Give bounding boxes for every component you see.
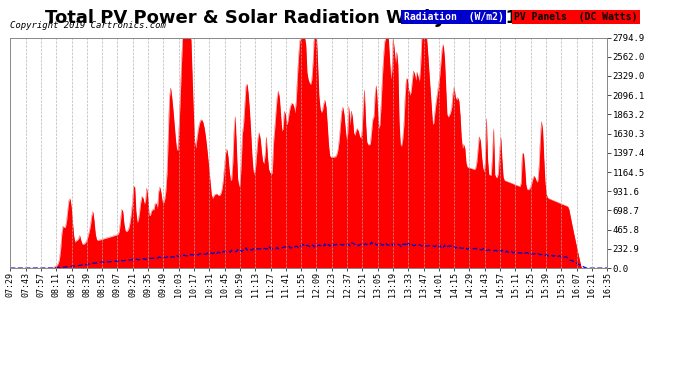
Text: Radiation  (W/m2): Radiation (W/m2) <box>404 12 504 22</box>
Text: Copyright 2019 Cartronics.com: Copyright 2019 Cartronics.com <box>10 21 166 30</box>
Text: PV Panels  (DC Watts): PV Panels (DC Watts) <box>514 12 638 22</box>
Text: Total PV Power & Solar Radiation Wed Jan 16 16:41: Total PV Power & Solar Radiation Wed Jan… <box>45 9 562 27</box>
